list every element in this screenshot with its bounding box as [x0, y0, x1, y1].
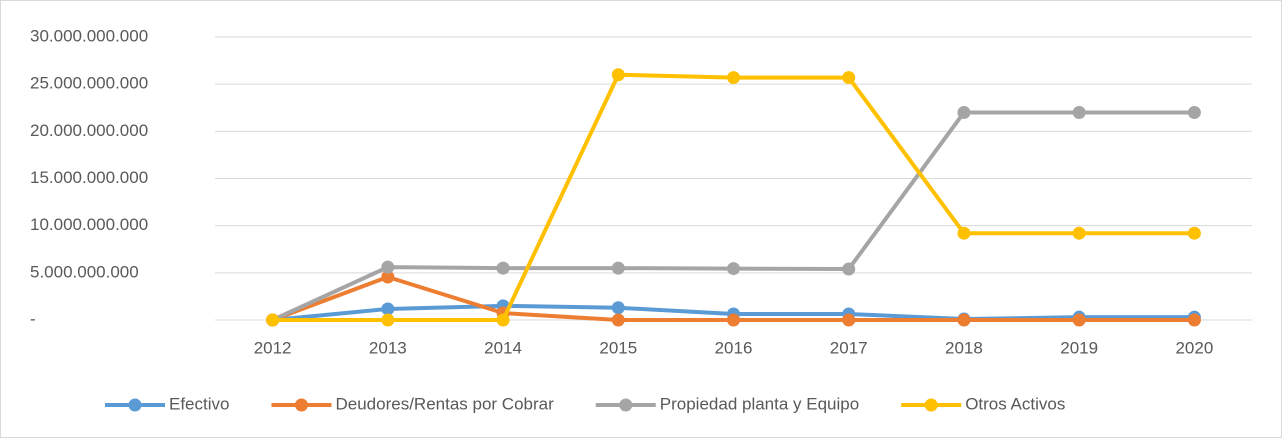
- y-tick-label: 5.000.000.000: [30, 262, 139, 281]
- y-tick-label: 30.000.000.000: [30, 26, 148, 45]
- legend-marker: [619, 398, 633, 412]
- x-tick-label: 2018: [945, 338, 983, 357]
- legend-label: Efectivo: [169, 394, 229, 413]
- point: [611, 313, 625, 327]
- point: [727, 262, 740, 276]
- legend-marker: [294, 398, 308, 412]
- point: [1072, 313, 1086, 327]
- point: [1072, 105, 1086, 119]
- point: [381, 313, 395, 327]
- point: [1187, 105, 1201, 119]
- x-tick-label: 2013: [369, 338, 407, 357]
- legend-label: Deudores/Rentas por Cobrar: [335, 394, 554, 413]
- point: [1187, 313, 1201, 327]
- point: [957, 226, 971, 240]
- y-tick-label: 20.000.000.000: [30, 121, 148, 140]
- point: [611, 261, 625, 275]
- point: [842, 262, 856, 276]
- x-tick-label: 2014: [484, 338, 522, 357]
- y-tick-label: 25.000.000.000: [30, 74, 148, 93]
- y-tick-label: -: [30, 309, 36, 328]
- point: [842, 71, 856, 85]
- point: [496, 313, 510, 327]
- y-tick-label: 15.000.000.000: [30, 168, 148, 187]
- x-tick-label: 2015: [599, 338, 637, 357]
- x-tick-label: 2012: [254, 338, 292, 357]
- point: [957, 105, 971, 119]
- point: [1072, 226, 1086, 240]
- point: [381, 260, 395, 274]
- point: [381, 302, 395, 316]
- point: [496, 261, 510, 275]
- point: [611, 68, 625, 82]
- y-tick-label: 10.000.000.000: [30, 215, 148, 234]
- point: [381, 270, 395, 284]
- legend-label: Otros Activos: [965, 394, 1065, 413]
- x-tick-label: 2016: [715, 338, 753, 357]
- x-tick-label: 2019: [1060, 338, 1098, 357]
- point: [1187, 226, 1201, 240]
- point: [727, 71, 740, 85]
- point: [611, 301, 625, 315]
- x-tick-label: 2020: [1175, 338, 1213, 357]
- legend-marker: [924, 398, 938, 412]
- point: [842, 313, 856, 327]
- legend-label: Propiedad planta y Equipo: [660, 394, 859, 413]
- point: [266, 313, 280, 327]
- legend-marker: [128, 398, 142, 412]
- point: [957, 313, 971, 327]
- point: [727, 313, 740, 327]
- x-tick-label: 2017: [830, 338, 868, 357]
